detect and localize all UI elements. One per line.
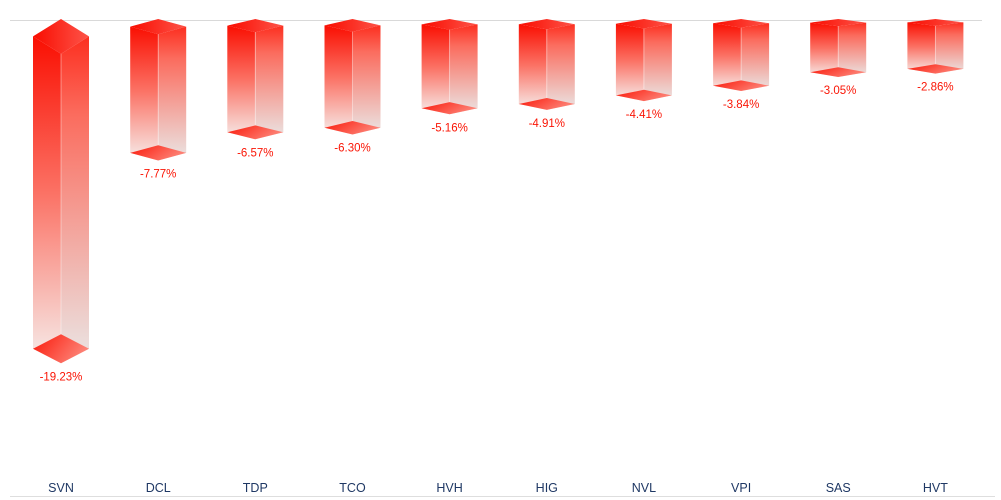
bar-left-face (907, 22, 936, 74)
bar-left-face (324, 25, 353, 135)
bar-bottom-diamond (227, 125, 284, 140)
value-label: -6.30% (334, 143, 370, 155)
bar-top-cap (615, 19, 672, 29)
value-label: -5.16% (431, 122, 467, 134)
value-label: -6.57% (237, 147, 273, 159)
bar-right-face (158, 26, 187, 161)
bar-top-cap (421, 19, 478, 30)
bar-right-face (352, 25, 381, 135)
category-label: HIG (536, 481, 558, 495)
bar-left-face (713, 23, 742, 91)
bar-bottom-diamond (810, 67, 867, 77)
bar-right-face (61, 36, 89, 364)
bar-left-face (810, 22, 839, 78)
category-label: TDP (243, 481, 268, 495)
value-label: -4.91% (529, 118, 565, 130)
category-label: DCL (146, 481, 171, 495)
bar-top-cap (907, 19, 964, 26)
bar-bottom-diamond (518, 98, 575, 110)
bar-left-face (615, 23, 644, 102)
bar-HVT: -2.86% HVT (907, 19, 964, 495)
bar-left-face (130, 26, 159, 161)
bar-top-cap (324, 19, 381, 32)
bar-bottom-diamond (33, 334, 89, 364)
bar-TCO: -6.30% TCO (324, 19, 381, 495)
bar-bottom-diamond (907, 64, 964, 74)
bar-bottom-diamond (615, 89, 672, 102)
bar-right-face (741, 23, 770, 91)
bar-TDP: -6.57% TDP (227, 19, 284, 495)
bar-left-face (518, 24, 547, 110)
bar-bottom-diamond (421, 102, 478, 115)
bar-HIG: -4.91% HIG (518, 19, 575, 495)
value-label: -3.84% (723, 99, 759, 111)
bar-top-cap (33, 19, 89, 54)
bar-right-face (643, 23, 672, 102)
bar-top-cap (518, 19, 575, 30)
bar-right-face (838, 22, 867, 78)
category-label: VPI (731, 481, 751, 495)
category-label: SAS (826, 481, 851, 495)
category-label: TCO (339, 481, 366, 495)
bar-right-face (255, 25, 284, 140)
bar-DCL: -7.77% DCL (130, 19, 187, 495)
bar-bottom-diamond (130, 145, 187, 161)
value-label: -4.41% (626, 109, 662, 121)
category-label: HVT (923, 481, 948, 495)
value-label: -7.77% (140, 169, 176, 181)
value-label: -3.05% (820, 85, 856, 97)
bar-bottom-diamond (713, 80, 770, 91)
bar-NVL: -4.41% NVL (615, 19, 672, 495)
bar-top-cap (130, 19, 187, 35)
bar-left-face (33, 36, 61, 364)
bar-SVN: -19.23% SVN (33, 19, 89, 495)
bar-right-face (449, 24, 478, 115)
bar-top-cap (810, 19, 867, 27)
bar-left-face (227, 25, 256, 140)
bar-top-cap (713, 19, 770, 28)
category-label: NVL (632, 481, 656, 495)
value-label: -2.86% (917, 82, 953, 94)
bar-bottom-diamond (324, 121, 381, 135)
bar-left-face (421, 24, 450, 115)
bar-HVH: -5.16% HVH (421, 19, 478, 495)
bar-top-cap (227, 19, 284, 33)
category-label: HVH (436, 481, 462, 495)
value-label: -19.23% (40, 371, 83, 383)
bar-right-face (935, 22, 964, 74)
bar-right-face (546, 24, 575, 110)
bar-SAS: -3.05% SAS (810, 19, 867, 495)
category-label: SVN (48, 481, 74, 495)
bar-VPI: -3.84% VPI (713, 19, 770, 495)
